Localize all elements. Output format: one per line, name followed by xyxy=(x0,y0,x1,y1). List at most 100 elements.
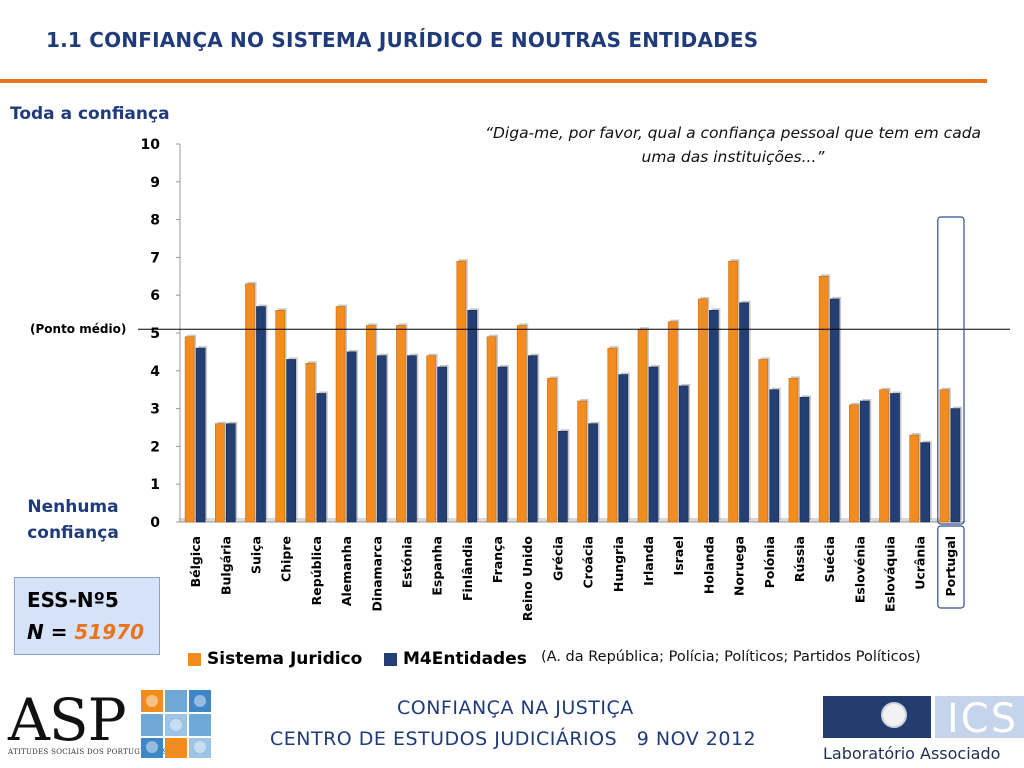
bar-sistema-juridico xyxy=(879,389,889,523)
bar-sistema-juridico xyxy=(516,325,527,523)
bar-m4entidades xyxy=(799,396,810,523)
footer-event-venue-date: CENTRO DE ESTUDOS JUDICIÁRIOS 9 NOV 2012 xyxy=(270,728,757,750)
bar-m4entidades xyxy=(648,366,659,523)
bar-sistema-juridico xyxy=(939,389,950,523)
bar-sistema-juridico xyxy=(335,306,346,523)
bar-sistema-juridico xyxy=(637,328,648,523)
bar-m4entidades xyxy=(829,298,840,523)
bar-sistema-juridico xyxy=(577,400,587,523)
ess-title: ESS-Nº5 xyxy=(27,588,119,612)
bar-sistema-juridico xyxy=(849,404,859,523)
survey-question: “Diga-me, por favor, qual a confiança pe… xyxy=(484,124,982,166)
bar-sistema-juridico xyxy=(456,260,467,523)
asp-logo-subtitle: ATITUDES SOCIAIS DOS PORTUGUESES xyxy=(8,748,168,756)
ess-n-value: 51970 xyxy=(74,620,145,644)
bar-sistema-juridico xyxy=(758,359,769,523)
bar-m4entidades xyxy=(256,306,266,523)
bar-m4entidades xyxy=(527,355,538,523)
title-divider xyxy=(0,79,987,83)
bar-sistema-juridico xyxy=(788,378,799,523)
y-tick-label: 10 xyxy=(141,137,161,153)
x-tick-label: Rússia xyxy=(792,536,807,582)
legend-item-series1: Sistema Juridico xyxy=(188,645,362,673)
bar-m4entidades xyxy=(558,430,568,523)
x-tick-label: França xyxy=(490,536,505,583)
x-tick-label: Hungria xyxy=(611,536,626,592)
axis-top-label: Toda a confiança xyxy=(10,104,170,124)
y-tick-label: 2 xyxy=(150,439,160,455)
x-tick-label: Eslováquia xyxy=(883,536,898,612)
legend-label-series1: Sistema Juridico xyxy=(207,649,363,669)
bar-sistema-juridico xyxy=(547,378,557,523)
x-tick-label: Noruega xyxy=(732,536,747,596)
x-tick-label: Chipre xyxy=(279,536,294,582)
midpoint-label: (Ponto médio) xyxy=(30,322,127,336)
y-tick-label: 8 xyxy=(150,213,160,229)
x-tick-label: Holanda xyxy=(701,536,716,594)
x-tick-label: Estónia xyxy=(399,536,414,588)
bar-m4entidades xyxy=(678,385,689,523)
y-tick-label: 4 xyxy=(150,364,160,380)
x-tick-label: Bulgária xyxy=(218,536,233,595)
y-tick-label: 7 xyxy=(150,250,160,266)
y-tick-label: 0 xyxy=(150,515,160,531)
bar-m4entidades xyxy=(950,408,961,523)
bar-m4entidades xyxy=(407,355,417,523)
bar-sistema-juridico xyxy=(184,336,195,523)
x-tick-label: Bélgica xyxy=(188,536,203,587)
bar-m4entidades xyxy=(709,310,719,523)
x-tick-label: Finlândia xyxy=(460,536,475,601)
ics-logo: ICS Laboratório Associado xyxy=(823,696,1024,768)
bar-sistema-juridico xyxy=(396,325,406,523)
axis-bottom-label: Nenhuma confiança xyxy=(27,497,119,543)
ics-logo-bar xyxy=(823,696,931,738)
x-tick-label: Suiça xyxy=(248,536,263,574)
bar-sistema-juridico xyxy=(365,325,376,523)
bar-sistema-juridico xyxy=(245,283,255,523)
y-tick-label: 6 xyxy=(150,288,160,304)
x-tick-label: República xyxy=(309,536,324,605)
bar-m4entidades xyxy=(195,347,206,523)
bar-sistema-juridico xyxy=(698,298,708,523)
bar-m4entidades xyxy=(588,423,598,523)
bar-m4entidades xyxy=(316,393,327,523)
x-tick-label: Dinamarca xyxy=(369,536,384,611)
ess-sample-size: N = 51970 xyxy=(27,620,144,644)
highlight-box-label xyxy=(937,525,965,609)
bar-chart: 0 1 2 3 4 5 6 7 8 9 10 Bélgica Bulgária Suiça Chipre Re… xyxy=(138,137,1010,621)
bar-sistema-juridico xyxy=(214,423,225,523)
x-tick-label: Israel xyxy=(671,536,686,575)
x-tick-label: Irlanda xyxy=(641,536,656,586)
legend-item-series2: M4Entidades xyxy=(384,645,527,673)
legend-label-series2: M4Entidades xyxy=(403,649,527,669)
x-tick-label: Portugal xyxy=(943,536,958,596)
slide-title: 1.1 CONFIANÇA NO SISTEMA JURÍDICO E NOUT… xyxy=(46,28,759,52)
bar-m4entidades xyxy=(497,366,508,523)
bar-m4entidades xyxy=(890,393,900,523)
bar-m4entidades xyxy=(437,366,447,523)
asp-mosaic-icon xyxy=(141,690,211,758)
bar-sistema-juridico xyxy=(426,355,436,523)
bar-m4entidades xyxy=(769,389,780,523)
bar-sistema-juridico xyxy=(305,362,316,523)
ics-logo-panel xyxy=(935,696,1024,738)
bar-m4entidades xyxy=(618,374,629,523)
x-tick-label: Croácia xyxy=(581,536,596,589)
legend-note: (A. da República; Polícia; Políticos; Pa… xyxy=(541,649,921,665)
legend-swatch-series2 xyxy=(384,652,397,666)
bar-sistema-juridico xyxy=(275,310,285,523)
ess-info-box: ESS-Nº5 N = 51970 xyxy=(14,577,160,655)
bar-m4entidades xyxy=(225,423,236,523)
bar-m4entidades xyxy=(920,442,931,523)
ics-logo-text: ICS xyxy=(947,696,1019,742)
ess-n-prefix: N = xyxy=(27,620,75,644)
bar-m4entidades xyxy=(286,359,296,523)
bar-sistema-juridico xyxy=(909,434,920,523)
legend-swatch-series1 xyxy=(188,652,201,666)
y-tick-label: 5 xyxy=(150,326,160,342)
y-tick-label: 3 xyxy=(150,402,160,418)
highlight-box-top xyxy=(937,216,965,525)
x-tick-label: Grécia xyxy=(550,536,565,581)
ics-seal-icon xyxy=(881,702,907,728)
ics-logo-caption: Laboratório Associado xyxy=(823,744,1001,763)
